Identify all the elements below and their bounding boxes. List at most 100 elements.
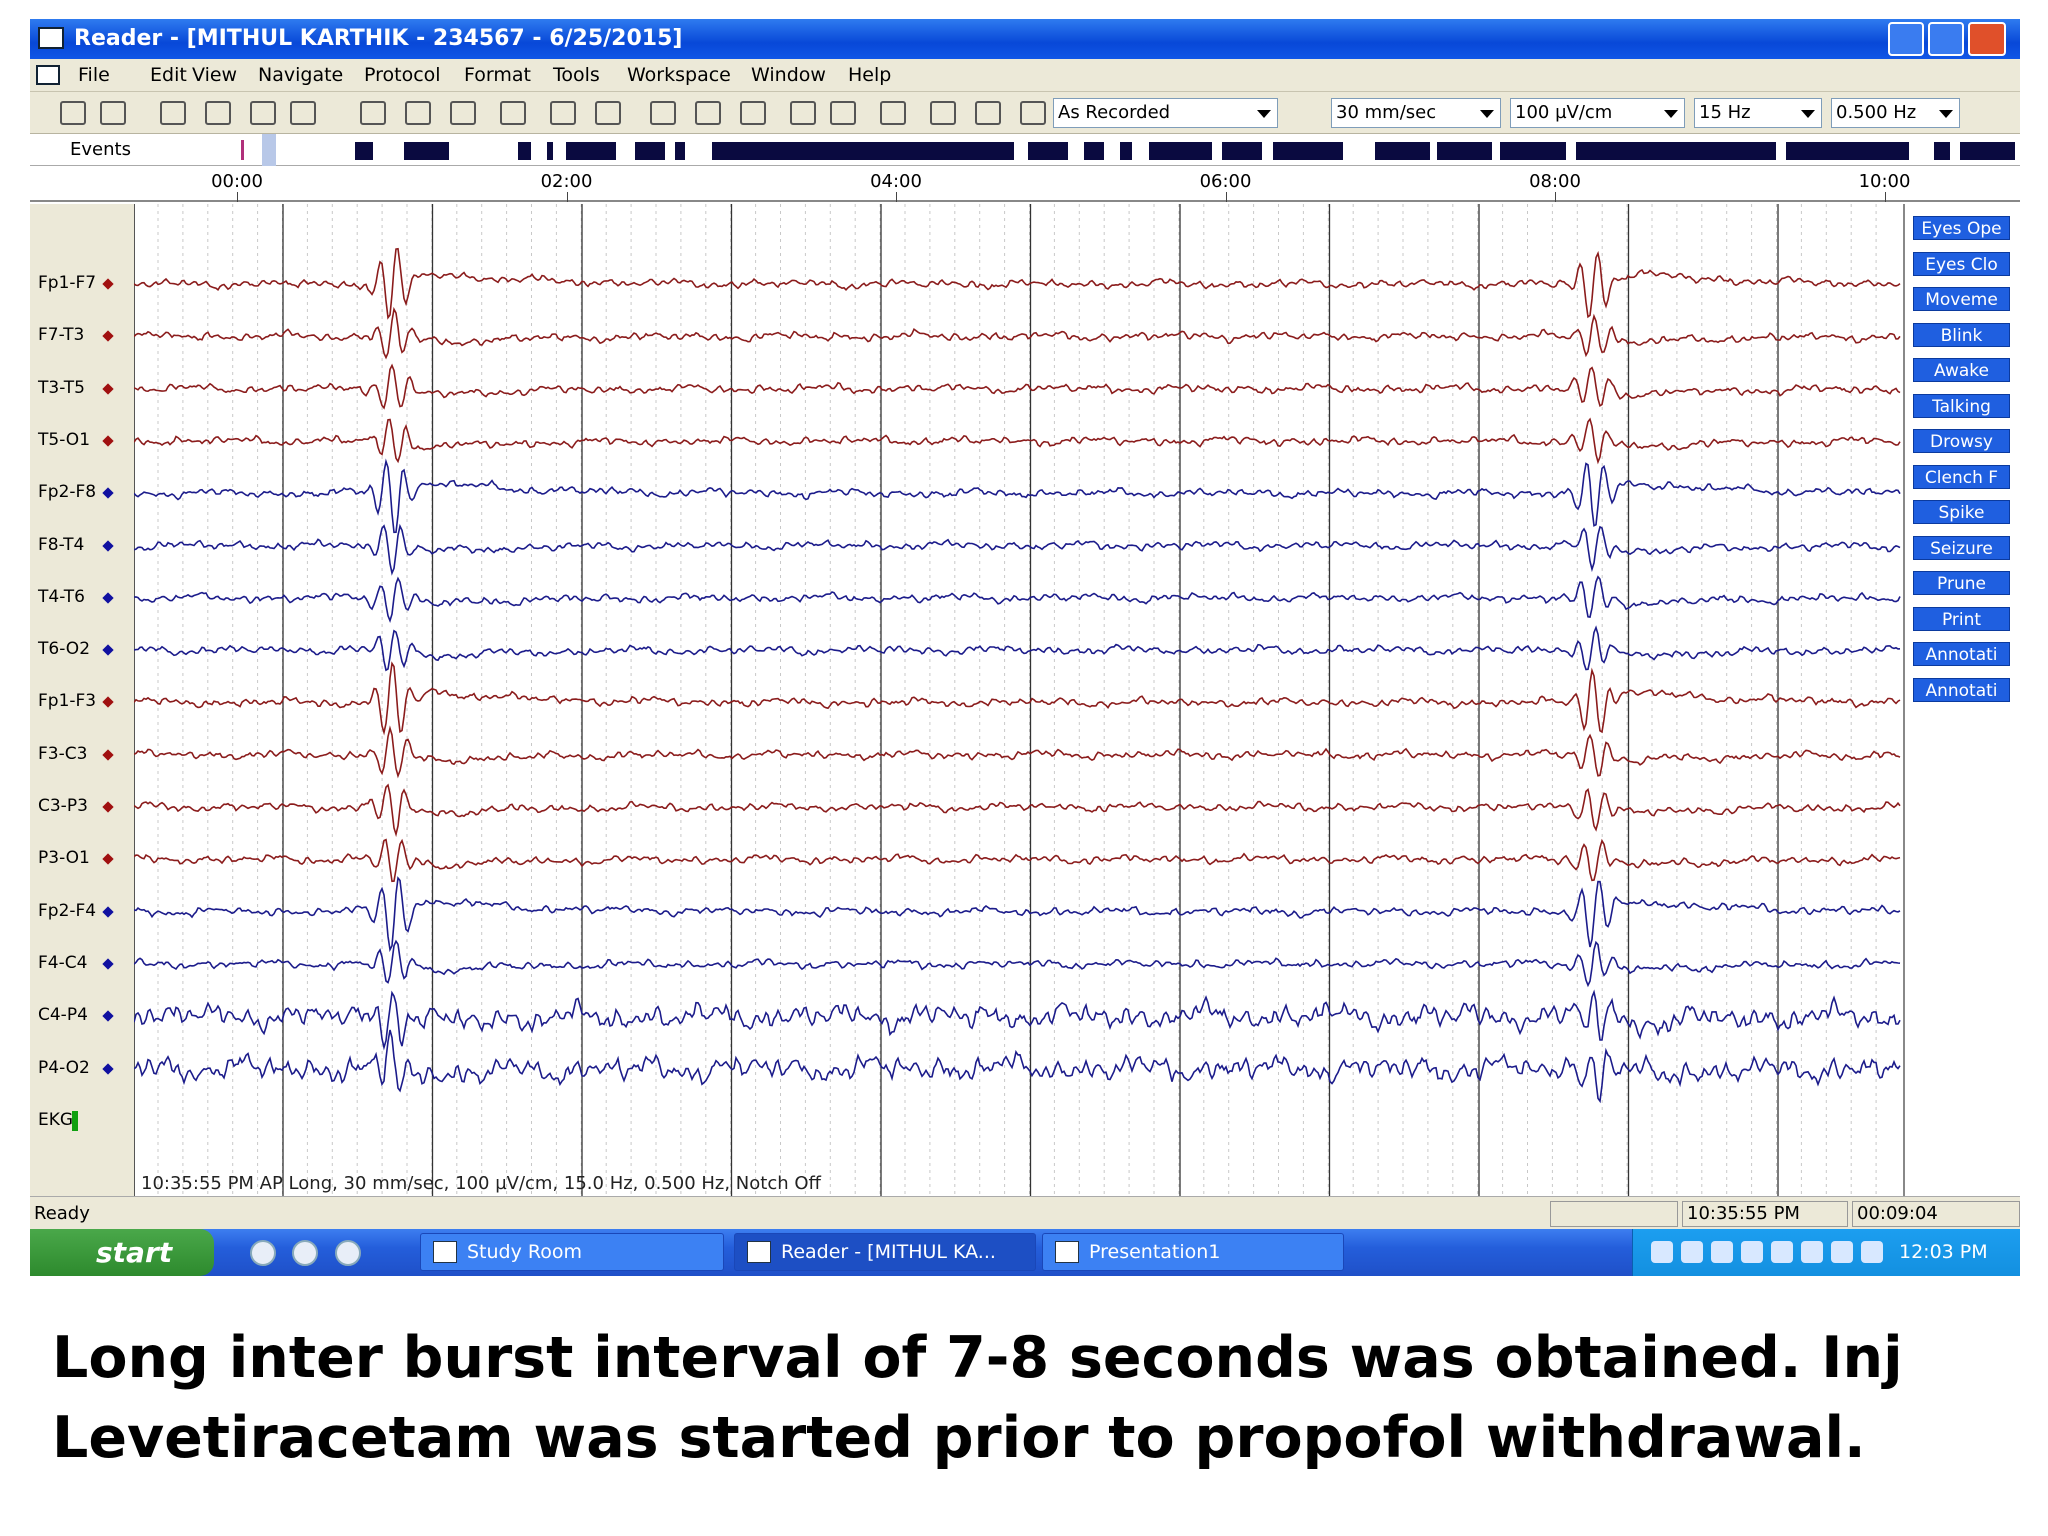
tray-icon[interactable] xyxy=(1651,1241,1673,1263)
toolbar-icon[interactable] xyxy=(360,101,386,125)
channel-labels: Fp1-F7 F7-T3 T3-T5 T5-O1 Fp2-F8 F8-T4 T4-T6 T6-… xyxy=(30,204,134,1196)
annotation-button[interactable]: Moveme xyxy=(1913,287,2010,311)
toolbar-icon[interactable] xyxy=(880,101,906,125)
annotation-button[interactable]: Prune xyxy=(1913,571,2010,595)
channel-marker xyxy=(102,644,114,656)
channel-label: F4-C4 xyxy=(38,952,88,973)
menu-item[interactable]: Window xyxy=(751,64,826,86)
toolbar-icon[interactable] xyxy=(205,101,231,125)
annotation-button[interactable]: Clench F xyxy=(1913,464,2010,489)
menu-item[interactable]: Edit xyxy=(150,64,187,86)
channel-marker xyxy=(102,749,114,761)
channel-marker xyxy=(102,330,114,342)
montage-select[interactable]: As Recorded xyxy=(1053,98,1278,128)
event-block xyxy=(712,142,1014,160)
toolbar-icon[interactable] xyxy=(160,101,186,125)
channel-marker xyxy=(102,539,114,552)
toolbar-icon[interactable] xyxy=(930,101,956,125)
annotation-button[interactable]: Drowsy xyxy=(1913,429,2010,453)
eeg-trace xyxy=(134,523,1901,576)
quicklaunch-icon[interactable] xyxy=(292,1240,318,1266)
menu-item[interactable]: Navigate xyxy=(258,64,344,86)
speed-select[interactable]: 30 mm/sec xyxy=(1331,98,1501,128)
low-filter-select[interactable]: 0.500 Hz xyxy=(1831,98,1960,128)
tray-icon[interactable] xyxy=(1831,1241,1853,1263)
time-axis: 00:00 02:00 04:00 06:00 08:00 10:00 xyxy=(30,166,2020,202)
menu-item[interactable]: Protocol xyxy=(364,64,441,86)
sensitivity-select[interactable]: 100 µV/cm xyxy=(1510,98,1685,128)
toolbar-icon[interactable] xyxy=(650,101,676,125)
menu-bar: File Edit View Navigate Protocol Format Tools W… xyxy=(30,59,2020,92)
tray-icon[interactable] xyxy=(1681,1241,1703,1263)
menu-item[interactable]: View xyxy=(192,64,238,86)
toolbar-icon[interactable] xyxy=(830,101,856,125)
menu-item[interactable]: Format xyxy=(464,64,531,86)
eeg-trace xyxy=(134,247,1901,320)
channel-label: T6-O2 xyxy=(38,639,91,660)
channel-marker xyxy=(72,1110,78,1131)
event-block xyxy=(1084,142,1104,160)
toolbar-icon[interactable] xyxy=(695,101,721,125)
channel-label: F7-T3 xyxy=(38,325,85,346)
toolbar-icon[interactable] xyxy=(450,101,476,125)
event-marker xyxy=(241,140,244,160)
toolbar-icon[interactable] xyxy=(290,101,316,125)
toolbar-icon[interactable] xyxy=(500,101,526,125)
toolbar-icon[interactable] xyxy=(740,101,766,125)
toolbar-icon[interactable] xyxy=(405,101,431,125)
menu-item[interactable]: Workspace xyxy=(627,64,731,86)
eeg-trace xyxy=(134,306,1901,360)
event-block xyxy=(1273,142,1343,160)
toolbar-icon[interactable] xyxy=(1020,101,1046,125)
eeg-trace xyxy=(134,876,1901,953)
event-block xyxy=(404,142,449,160)
channel-marker xyxy=(102,382,114,395)
annotation-button[interactable]: Seizure xyxy=(1913,535,2010,560)
channel-marker xyxy=(102,853,114,865)
tray-icon[interactable] xyxy=(1741,1241,1763,1263)
event-block xyxy=(547,142,553,160)
annotation-button[interactable]: Awake xyxy=(1913,358,2010,382)
quicklaunch-icon[interactable] xyxy=(250,1240,276,1266)
tray-icon[interactable] xyxy=(1801,1241,1823,1263)
channel-label: F3-C3 xyxy=(38,743,88,764)
annotation-button[interactable]: Annotati xyxy=(1913,642,2010,666)
annotation-button[interactable]: Talking xyxy=(1913,393,2010,418)
menu-item[interactable]: Help xyxy=(848,64,892,86)
taskbar-item[interactable]: Reader - [MITHUL KA... xyxy=(734,1233,1036,1271)
annotation-button[interactable]: Spike xyxy=(1913,500,2010,524)
annotation-button[interactable]: Blink xyxy=(1913,322,2010,347)
channel-marker xyxy=(102,435,114,447)
annotation-button[interactable]: Eyes Clo xyxy=(1913,251,2010,276)
toolbar-icon[interactable] xyxy=(100,101,126,125)
channel-label: Fp1-F7 xyxy=(38,273,97,293)
toolbar-icon[interactable] xyxy=(550,101,576,125)
restore-button[interactable] xyxy=(1928,22,1964,56)
menu-item[interactable]: File xyxy=(78,64,110,86)
tray-icon[interactable] xyxy=(1861,1241,1883,1263)
taskbar-item[interactable]: Presentation1 xyxy=(1042,1233,1344,1271)
tray-icon[interactable] xyxy=(1711,1241,1733,1263)
annotation-button[interactable]: Print xyxy=(1913,606,2010,631)
high-filter-select[interactable]: 15 Hz xyxy=(1694,98,1822,128)
toolbar-icon[interactable] xyxy=(60,101,86,125)
annotation-button[interactable]: Annotati xyxy=(1913,677,2010,702)
event-block xyxy=(1028,142,1068,160)
quicklaunch-icon[interactable] xyxy=(335,1240,361,1266)
channel-marker xyxy=(102,696,114,709)
event-block xyxy=(675,142,685,160)
channel-marker xyxy=(102,1062,114,1075)
taskbar-item[interactable]: Study Room xyxy=(420,1233,724,1271)
start-button[interactable]: start xyxy=(30,1229,214,1276)
close-button[interactable] xyxy=(1968,22,2006,56)
annotation-button[interactable]: Eyes Ope xyxy=(1913,216,2010,240)
tray-icon[interactable] xyxy=(1771,1241,1793,1263)
toolbar-icon[interactable] xyxy=(790,101,816,125)
menu-item[interactable]: Tools xyxy=(553,64,600,86)
channel-label: Fp2-F8 xyxy=(38,482,97,503)
toolbar-icon[interactable] xyxy=(975,101,1001,125)
toolbar-icon[interactable] xyxy=(595,101,621,125)
toolbar-icon[interactable] xyxy=(250,101,276,125)
events-row: Events xyxy=(30,134,2020,166)
minimize-button[interactable] xyxy=(1888,22,1924,56)
